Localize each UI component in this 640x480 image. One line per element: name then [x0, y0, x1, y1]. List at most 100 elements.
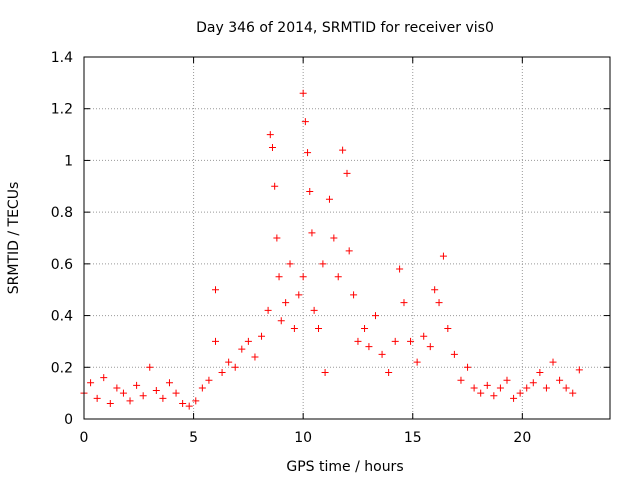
- data-point: [378, 350, 386, 358]
- x-tick-label: 5: [189, 430, 198, 446]
- y-tick-label: 0.4: [51, 309, 73, 325]
- data-point: [549, 358, 557, 366]
- data-point: [225, 358, 233, 366]
- data-point: [321, 368, 329, 376]
- data-point: [277, 317, 285, 325]
- plot-frame: [83, 56, 611, 420]
- data-point: [325, 195, 333, 203]
- data-point: [431, 286, 439, 294]
- data-point: [275, 273, 283, 281]
- data-point: [87, 379, 95, 387]
- data-point: [396, 265, 404, 273]
- data-point: [299, 273, 307, 281]
- data-point: [268, 144, 276, 151]
- data-point: [266, 131, 274, 139]
- data-point: [264, 306, 272, 314]
- data-point: [542, 384, 550, 392]
- points-layer: [80, 89, 583, 410]
- data-point: [536, 368, 544, 376]
- data-point: [315, 325, 323, 332]
- data-point: [575, 366, 583, 374]
- data-point: [334, 273, 342, 281]
- data-point: [146, 363, 154, 371]
- data-point: [165, 379, 173, 387]
- data-point: [516, 389, 524, 397]
- data-point: [133, 381, 141, 389]
- data-point: [271, 182, 279, 190]
- data-point: [345, 247, 353, 255]
- data-point: [483, 381, 491, 389]
- data-point: [330, 234, 338, 242]
- data-point: [152, 387, 160, 395]
- data-point: [212, 337, 219, 345]
- x-tick-label: 0: [80, 430, 89, 446]
- data-point: [185, 402, 193, 410]
- data-point: [556, 376, 564, 384]
- data-point: [510, 394, 518, 402]
- data-point: [350, 291, 358, 299]
- data-point: [218, 368, 226, 376]
- data-point: [435, 299, 443, 307]
- data-point: [306, 187, 314, 195]
- data-point: [391, 337, 399, 345]
- data-point: [569, 389, 577, 397]
- data-point: [426, 343, 434, 351]
- data-point: [420, 332, 428, 340]
- y-axis-label: SRMTID / TECUs: [6, 182, 22, 295]
- data-point: [343, 169, 351, 177]
- data-point: [464, 363, 472, 371]
- data-point: [286, 260, 294, 268]
- data-point: [192, 397, 200, 405]
- data-point: [385, 368, 393, 376]
- data-point: [282, 299, 290, 307]
- data-point: [295, 291, 303, 299]
- data-point: [407, 337, 415, 345]
- data-point: [231, 363, 239, 371]
- data-point: [477, 389, 485, 397]
- data-point: [490, 392, 498, 400]
- data-point: [106, 399, 114, 407]
- data-point: [198, 384, 206, 392]
- y-tick-label: 1.4: [51, 50, 73, 66]
- data-point: [457, 376, 465, 384]
- data-point: [470, 384, 478, 392]
- data-point: [100, 374, 108, 382]
- data-point: [496, 384, 504, 392]
- data-point: [251, 353, 259, 361]
- data-point: [450, 350, 458, 358]
- data-point: [371, 312, 379, 320]
- data-point: [212, 286, 219, 294]
- data-point: [258, 332, 266, 340]
- data-point: [339, 146, 347, 154]
- data-point: [113, 384, 121, 392]
- data-point: [139, 392, 147, 400]
- data-point: [308, 229, 316, 237]
- data-point: [159, 394, 167, 402]
- data-point: [299, 89, 307, 97]
- data-point: [93, 394, 101, 402]
- data-point: [179, 399, 187, 407]
- data-point: [529, 379, 537, 387]
- data-point: [354, 337, 362, 345]
- data-point: [244, 337, 252, 345]
- y-tick-label: 0: [64, 412, 73, 428]
- data-point: [290, 325, 298, 332]
- data-point: [126, 397, 134, 405]
- x-tick-label: 20: [513, 430, 531, 446]
- data-point: [205, 376, 213, 384]
- grid-layer: [84, 57, 610, 419]
- ticks-layer: 0 5 10 15 20 0 0.2 0.4 0.6 0.8 1 1.2 1.4: [51, 50, 610, 446]
- data-point: [119, 389, 127, 397]
- data-point: [301, 118, 309, 126]
- data-point: [400, 299, 408, 307]
- data-point: [273, 234, 281, 242]
- chart-title: Day 346 of 2014, SRMTID for receiver vis…: [196, 20, 494, 36]
- y-tick-label: 0.2: [51, 360, 73, 376]
- data-point: [172, 389, 180, 397]
- data-point: [310, 306, 318, 314]
- data-point: [439, 252, 447, 260]
- y-tick-label: 1.2: [51, 102, 73, 118]
- y-tick-label: 1: [64, 153, 73, 169]
- y-tick-label: 0.8: [51, 205, 73, 221]
- data-point: [523, 384, 531, 392]
